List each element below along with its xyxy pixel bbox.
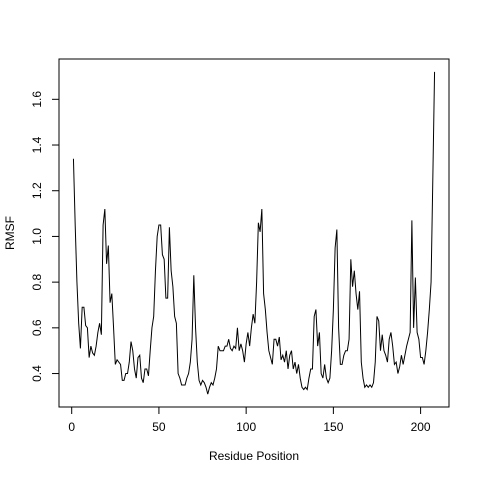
- plot-box: [58, 58, 450, 408]
- rmsf-line: [72, 71, 436, 395]
- y-tick-label: 1.4: [30, 136, 44, 153]
- x-tick-label: 100: [236, 420, 256, 434]
- x-tick-label: 0: [68, 420, 75, 434]
- y-tick-label: 0.6: [30, 319, 44, 336]
- y-tick-label: 1.6: [30, 91, 44, 108]
- y-tick-label: 0.4: [30, 365, 44, 382]
- y-axis-label: RMSF: [3, 216, 17, 250]
- x-axis-label: Residue Position: [209, 449, 299, 463]
- x-tick-label: 50: [152, 420, 166, 434]
- y-tick-label: 0.8: [30, 273, 44, 290]
- x-tick-label: 200: [411, 420, 431, 434]
- y-tick-label: 1.0: [30, 228, 44, 245]
- y-tick-label: 1.2: [30, 182, 44, 199]
- x-tick-label: 150: [323, 420, 343, 434]
